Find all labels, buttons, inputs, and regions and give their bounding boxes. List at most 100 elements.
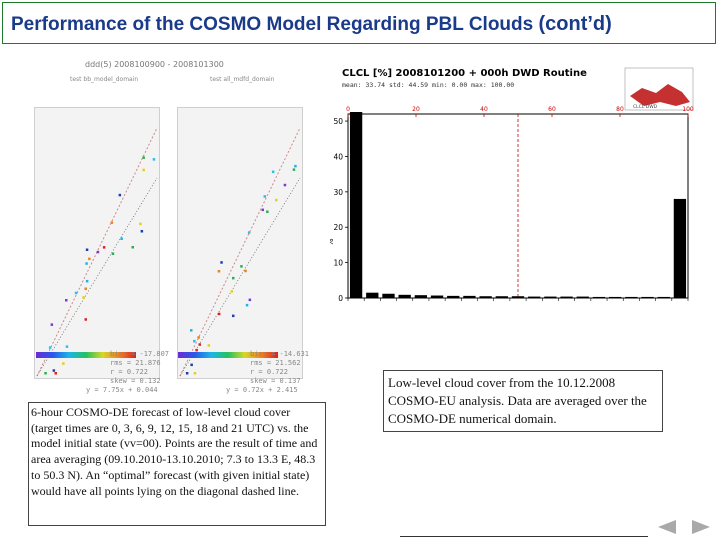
- title-box: Performance of the COSMO Model Regarding…: [2, 2, 716, 44]
- scatter-point: [139, 222, 142, 226]
- scatter-point: [185, 372, 189, 375]
- scatter-point: [48, 346, 52, 349]
- scatter-point: [261, 208, 264, 212]
- top-axis-label: 60: [548, 106, 556, 113]
- scatter-point: [96, 250, 100, 254]
- bar: [511, 296, 525, 298]
- bar: [463, 295, 476, 298]
- scatter-point: [142, 168, 145, 172]
- scatter-point: [85, 279, 89, 283]
- footer-divider: [400, 536, 648, 537]
- scatter-point: [82, 296, 85, 299]
- scatter-right-svg: [179, 127, 301, 377]
- top-axis-label: 0: [346, 106, 350, 113]
- scatter-panel-right: [177, 107, 303, 379]
- scatter-panel-left: [34, 107, 160, 379]
- right-stat-bias: bias = -14.631: [250, 350, 310, 358]
- scatter-point: [207, 344, 211, 347]
- y-tick-label: 30: [333, 188, 343, 197]
- scatter-point: [88, 257, 91, 261]
- caption-right: Low-level cloud cover from the 10.12.200…: [383, 370, 663, 432]
- top-axis-label: 20: [412, 106, 420, 113]
- scatter-point: [44, 372, 47, 375]
- scatter-right-colorbar: [178, 352, 278, 358]
- top-axis-label: 100: [682, 106, 694, 113]
- left-stat-r: r = 0.722: [110, 368, 148, 376]
- clcl-chart: CLCL [%] 2008101200 + 000h DWD Routine m…: [326, 66, 700, 316]
- scatter-point: [294, 164, 297, 168]
- scatter-right-subtitle: test all_mdfd_domain: [210, 76, 275, 83]
- scatter-point: [292, 168, 296, 171]
- regression-line: [179, 177, 301, 377]
- scatter-point: [190, 329, 193, 332]
- scatter-point: [84, 318, 87, 321]
- scatter-point: [244, 269, 247, 273]
- scatter-point: [245, 303, 249, 307]
- scatter-point: [275, 198, 278, 202]
- scatter-point: [283, 183, 287, 187]
- scatter-point: [85, 248, 89, 251]
- right-stat-rms: rms = 21.562: [250, 359, 301, 367]
- top-axis-label: 40: [480, 106, 488, 113]
- bar: [576, 296, 589, 298]
- slide-title-main: Performance of the COSMO Model Regarding…: [11, 14, 534, 35]
- prev-slide-button[interactable]: [656, 518, 678, 536]
- scatter-point: [232, 314, 235, 318]
- scatter-point: [142, 156, 145, 159]
- scatter-point: [193, 372, 197, 375]
- scatter-point: [62, 362, 65, 365]
- scatter-point: [230, 290, 234, 293]
- scatter-point: [102, 246, 106, 249]
- map-inset-label: CLCL DWD: [633, 104, 658, 110]
- bar: [479, 296, 492, 298]
- y-tick-label: 50: [333, 117, 343, 126]
- scatter-point: [65, 299, 68, 302]
- scatter-point: [85, 262, 88, 265]
- scatter-point: [74, 291, 78, 295]
- y-tick-label: 10: [333, 259, 343, 268]
- bar: [528, 296, 541, 298]
- bar: [592, 296, 606, 298]
- chart-stats: mean: 33.74 std: 44.59 min: 0.00 max: 10…: [342, 81, 514, 89]
- scatter-point: [131, 246, 134, 249]
- y-tick-label: 20: [333, 223, 343, 232]
- scatter-figure: ddd(5) 2008100900 - 2008101300 test bb_m…: [30, 52, 330, 397]
- bar: [366, 292, 379, 298]
- scatter-point: [190, 363, 193, 367]
- scatter-point: [140, 230, 144, 233]
- bar: [495, 296, 508, 298]
- right-stat-fit: y = 0.72x + 2.415: [226, 386, 298, 394]
- scatter-point: [193, 339, 196, 343]
- scatter-point: [232, 276, 235, 280]
- left-stat-bias: bias = -17.807: [110, 350, 170, 358]
- scatter-point: [118, 193, 122, 197]
- bar: [398, 294, 411, 298]
- scatter-point: [152, 158, 156, 161]
- bar: [657, 296, 670, 298]
- scatter-point: [110, 221, 114, 224]
- scatter-header: ddd(5) 2008100900 - 2008101300: [85, 60, 224, 69]
- diagonal-line: [179, 127, 301, 377]
- bar: [349, 112, 363, 298]
- scatter-left-colorbar: [36, 352, 136, 358]
- right-triangle-icon: [692, 520, 710, 534]
- left-stat-rms: rms = 21.876: [110, 359, 161, 367]
- slide-title: Performance of the COSMO Model Regarding…: [11, 13, 612, 36]
- scatter-left-svg: [36, 127, 158, 377]
- bar: [560, 296, 573, 298]
- next-slide-button[interactable]: [690, 518, 712, 536]
- scatter-left-points: [44, 156, 156, 375]
- left-stat-fit: y = 7.75x + 0.044: [86, 386, 158, 394]
- slide-title-suffix: (cont’d): [538, 13, 612, 35]
- scatter-point: [217, 312, 221, 316]
- bar: [382, 293, 395, 298]
- scatter-point: [220, 261, 223, 264]
- scatter-point: [54, 372, 57, 375]
- bar: [673, 198, 687, 298]
- right-stat-r: r = 0.722: [250, 368, 288, 376]
- scatter-point: [248, 298, 252, 302]
- scatter-point: [217, 270, 221, 273]
- scatter-point: [195, 348, 198, 352]
- regression-line: [36, 177, 158, 377]
- scatter-left-subtitle: test bb_model_domain: [70, 76, 139, 83]
